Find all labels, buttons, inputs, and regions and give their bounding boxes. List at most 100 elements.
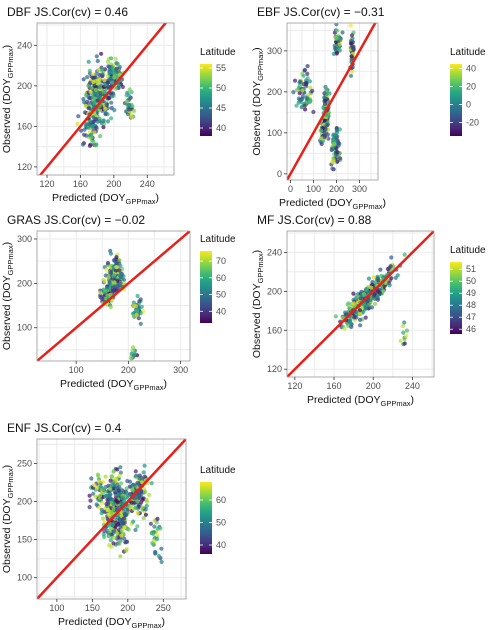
data-point bbox=[322, 135, 327, 140]
data-point bbox=[128, 504, 133, 509]
data-point bbox=[122, 536, 127, 541]
data-point bbox=[351, 291, 356, 296]
panel-4: ENF JS.Cor(cv) = 0.4 100 150 200 250 100 150 20… bbox=[1, 421, 236, 630]
data-point bbox=[335, 159, 340, 164]
x-tick-label: 300 bbox=[352, 184, 367, 194]
data-point bbox=[143, 507, 148, 512]
data-point bbox=[133, 527, 138, 533]
x-tick-label: 160 bbox=[73, 179, 88, 189]
data-point bbox=[350, 36, 355, 41]
colorbar bbox=[200, 64, 212, 136]
data-point bbox=[102, 278, 107, 284]
data-point bbox=[111, 469, 116, 474]
data-point bbox=[94, 125, 99, 130]
data-point bbox=[141, 516, 146, 521]
data-point bbox=[99, 507, 104, 512]
data-point bbox=[402, 341, 407, 346]
data-point bbox=[100, 516, 106, 521]
data-point bbox=[79, 128, 84, 133]
data-point bbox=[139, 500, 144, 505]
legend: Latitude 40 45 50 55 bbox=[200, 47, 236, 136]
data-point bbox=[110, 80, 115, 85]
data-point bbox=[382, 284, 387, 289]
y-axis-label: Observed (DOYGPPmax) bbox=[1, 45, 15, 153]
data-point bbox=[335, 28, 340, 33]
data-point bbox=[124, 99, 129, 104]
data-point bbox=[115, 61, 120, 66]
data-point bbox=[111, 502, 116, 507]
data-point bbox=[103, 494, 108, 499]
colorbar-tick-label: 45 bbox=[216, 103, 226, 113]
data-point bbox=[358, 296, 363, 301]
data-point bbox=[86, 106, 91, 111]
colorbar-tick-label: 55 bbox=[216, 63, 226, 73]
y-tick-label: 200 bbox=[17, 81, 32, 91]
data-point bbox=[363, 315, 368, 320]
data-point bbox=[366, 302, 372, 307]
data-point bbox=[125, 102, 130, 107]
legend: Latitude 46 47 48 49 50 51 bbox=[450, 245, 486, 334]
data-point bbox=[311, 109, 316, 115]
data-point bbox=[298, 97, 303, 102]
data-point bbox=[101, 125, 106, 130]
data-point bbox=[127, 479, 133, 484]
data-point bbox=[89, 476, 94, 481]
colorbar-tick-label: 60 bbox=[216, 495, 226, 505]
data-point bbox=[89, 132, 94, 137]
panel-border bbox=[286, 230, 435, 378]
colorbar bbox=[200, 482, 212, 554]
data-point bbox=[108, 292, 113, 297]
data-point bbox=[100, 67, 105, 72]
data-point bbox=[305, 64, 310, 69]
data-point bbox=[109, 56, 114, 61]
colorbar-tick-label: 40 bbox=[216, 306, 226, 316]
data-point bbox=[375, 289, 380, 294]
data-point bbox=[88, 123, 93, 128]
data-point bbox=[113, 86, 119, 91]
data-point bbox=[351, 47, 356, 52]
data-point bbox=[91, 115, 96, 120]
data-point bbox=[129, 500, 134, 505]
y-tick-label: 160 bbox=[267, 325, 282, 335]
data-point bbox=[104, 267, 109, 272]
data-point bbox=[338, 156, 343, 161]
data-point bbox=[108, 529, 113, 534]
data-point bbox=[156, 553, 161, 559]
identity-line bbox=[287, 231, 434, 377]
data-point bbox=[135, 524, 140, 529]
data-point bbox=[138, 321, 143, 326]
data-point bbox=[108, 251, 113, 256]
data-point bbox=[115, 467, 120, 472]
panel-border bbox=[36, 438, 187, 600]
data-point bbox=[307, 79, 312, 84]
data-point bbox=[324, 122, 329, 128]
data-point bbox=[112, 108, 117, 113]
data-point bbox=[117, 541, 122, 546]
data-point bbox=[107, 281, 112, 286]
gridlines bbox=[37, 231, 190, 361]
data-point bbox=[101, 118, 106, 123]
data-point bbox=[387, 283, 392, 288]
colorbar-tick-label: 50 bbox=[216, 83, 226, 93]
data-point bbox=[117, 517, 123, 523]
y-tick-label: 100 bbox=[267, 128, 282, 138]
x-tick-label: 100 bbox=[49, 603, 64, 613]
data-point bbox=[135, 510, 140, 516]
data-point bbox=[117, 64, 122, 70]
x-tick-label: 100 bbox=[69, 365, 84, 375]
data-point bbox=[95, 472, 101, 477]
data-point bbox=[297, 84, 302, 89]
legend-title: Latitude bbox=[200, 234, 236, 245]
data-point bbox=[119, 528, 125, 533]
data-point bbox=[98, 91, 103, 96]
data-point bbox=[324, 92, 329, 97]
data-point bbox=[371, 275, 376, 280]
identity-line bbox=[37, 439, 186, 599]
scatter-points bbox=[291, 23, 356, 172]
data-point bbox=[400, 324, 406, 329]
data-point bbox=[117, 258, 122, 263]
data-point bbox=[112, 75, 117, 80]
y-tick-label: 100 bbox=[17, 573, 32, 583]
data-point bbox=[92, 83, 97, 88]
